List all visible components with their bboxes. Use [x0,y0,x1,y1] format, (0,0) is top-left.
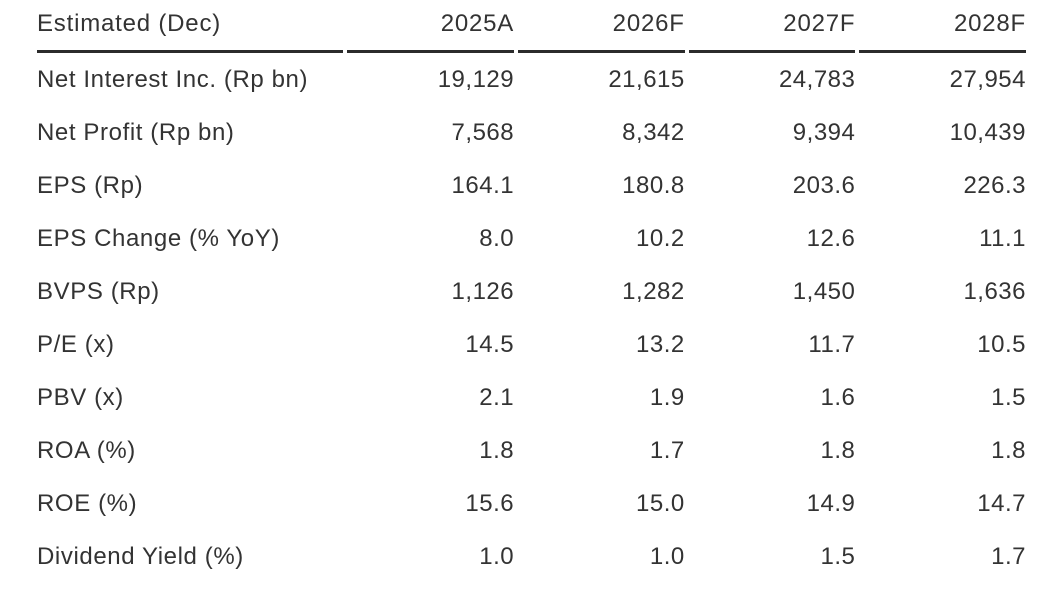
cell-value: 8,342 [622,118,685,146]
cell-value: 19,129 [437,65,515,93]
header-cell-year-2027f: 2027F [688,4,856,53]
table-body: Net Interest Inc. (Rp bn) 19,129 21,615 … [37,53,1026,583]
cell-value: 10,439 [949,118,1026,146]
cell-value: 1,282 [622,277,685,305]
cell-value: 14.5 [465,330,515,358]
cell-value: 1.7 [991,542,1026,570]
cell-value: 1.5 [820,542,856,570]
financial-estimates-table: Estimated (Dec) 2025A 2026F 2027F 2028F … [33,4,1030,583]
cell-value: 1,636 [963,277,1026,305]
header-cell-year-2026f: 2026F [518,4,685,53]
row-label: PBV (x) [37,383,124,411]
cell-value: 1.8 [820,436,856,464]
cell-value: 164.1 [451,171,515,199]
table-row: PBV (x) 2.1 1.9 1.6 1.5 [37,371,1026,424]
cell-value: 21,615 [608,65,685,93]
row-label: BVPS (Rp) [37,277,160,305]
header-cell-year-2028f: 2028F [859,4,1026,53]
cell-value: 24,783 [778,65,856,93]
cell-value: 13.2 [636,330,685,358]
table-row: ROE (%) 15.6 15.0 14.9 14.7 [37,477,1026,530]
cell-value: 203.6 [792,171,856,199]
cell-value: 14.9 [806,489,856,517]
cell-value: 15.0 [636,489,685,517]
cell-value: 10.2 [636,224,685,252]
cell-value: 226.3 [963,171,1026,199]
row-label: Net Profit (Rp bn) [37,118,235,146]
row-label: Net Interest Inc. (Rp bn) [37,65,309,93]
row-label: ROE (%) [37,489,138,517]
cell-value: 9,394 [792,118,856,146]
table-row: ROA (%) 1.8 1.7 1.8 1.8 [37,424,1026,477]
cell-value: 1.8 [479,436,515,464]
cell-value: 14.7 [977,489,1026,517]
cell-value: 12.6 [806,224,856,252]
row-label: P/E (x) [37,330,115,358]
cell-value: 1.5 [991,383,1026,411]
row-label: ROA (%) [37,436,136,464]
cell-value: 10.5 [977,330,1026,358]
table-row: Net Profit (Rp bn) 7,568 8,342 9,394 10,… [37,106,1026,159]
cell-value: 8.0 [479,224,515,252]
cell-value: 11.7 [808,330,856,358]
cell-value: 1.8 [991,436,1026,464]
row-label: EPS Change (% YoY) [37,224,280,252]
row-label: EPS (Rp) [37,171,144,199]
cell-value: 1.9 [649,383,685,411]
table-row: BVPS (Rp) 1,126 1,282 1,450 1,636 [37,265,1026,318]
cell-value: 1.0 [649,542,685,570]
cell-value: 180.8 [622,171,685,199]
cell-value: 1,126 [451,277,515,305]
row-label: Dividend Yield (%) [37,542,244,570]
table-row: EPS Change (% YoY) 8.0 10.2 12.6 11.1 [37,212,1026,265]
cell-value: 2.1 [479,383,515,411]
financial-estimates-section: Estimated (Dec) 2025A 2026F 2027F 2028F … [33,4,1030,583]
cell-value: 1,450 [792,277,856,305]
cell-value: 7,568 [451,118,515,146]
cell-value: 11.1 [979,224,1026,252]
cell-value: 1.6 [820,383,856,411]
header-cell-year-2025a: 2025A [347,4,515,53]
table-row: Dividend Yield (%) 1.0 1.0 1.5 1.7 [37,530,1026,583]
cell-value: 27,954 [949,65,1026,93]
cell-value: 15.6 [465,489,515,517]
header-cell-label: Estimated (Dec) [37,4,344,53]
header-row: Estimated (Dec) 2025A 2026F 2027F 2028F [37,4,1026,53]
table-row: EPS (Rp) 164.1 180.8 203.6 226.3 [37,159,1026,212]
table-row: P/E (x) 14.5 13.2 11.7 10.5 [37,318,1026,371]
cell-value: 1.0 [479,542,515,570]
cell-value: 1.7 [649,436,685,464]
table-row: Net Interest Inc. (Rp bn) 19,129 21,615 … [37,53,1026,106]
